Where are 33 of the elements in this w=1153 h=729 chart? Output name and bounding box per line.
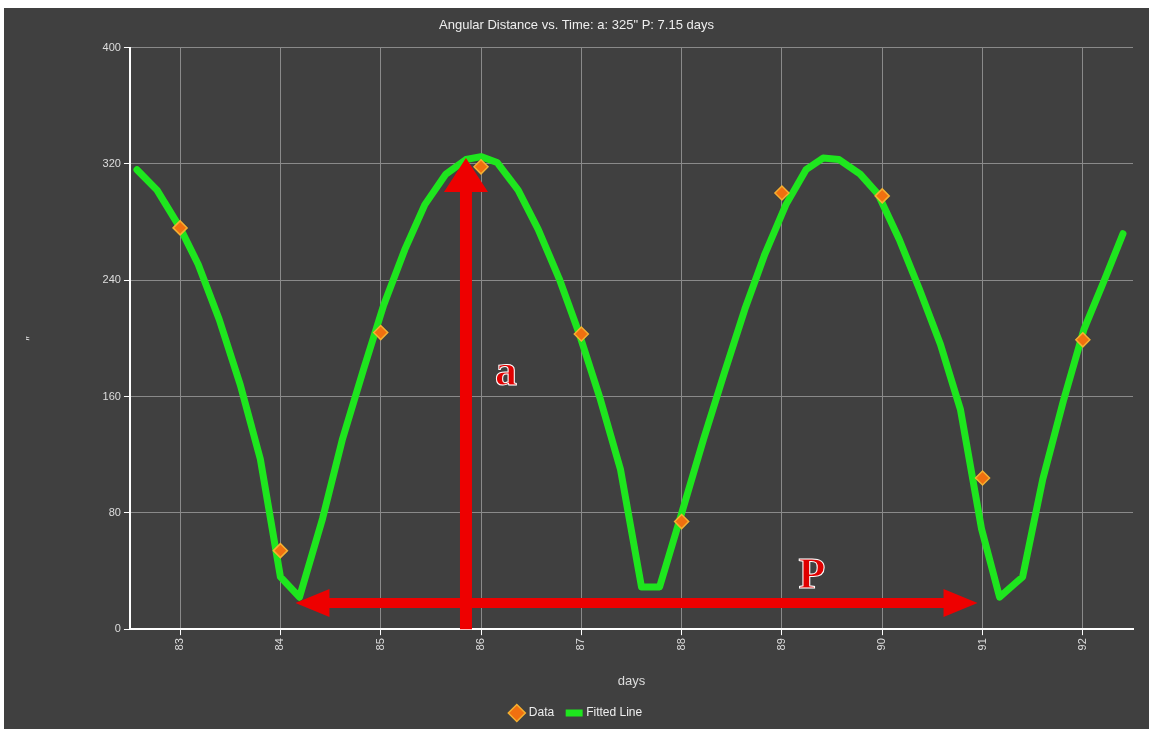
x-tick-label: 85 [373,638,386,651]
point [172,220,188,236]
x-tick-label: 84 [273,638,286,651]
point [974,470,991,486]
x-axis-title: days [617,672,646,688]
y-axis-title: ″ [23,335,39,341]
x-tick-label: 89 [774,638,787,651]
point [272,542,289,559]
point [573,326,590,342]
x-tick-label: 83 [173,638,186,651]
point [372,324,389,341]
point [1075,332,1091,348]
legend-label: Fitted Line [586,705,643,720]
x-tick-label: 92 [1075,638,1088,651]
y-tick-label: 80 [108,505,121,518]
y-tick-label: 320 [102,156,121,169]
point [774,185,790,201]
y-tick-label: 240 [102,273,121,286]
x-tick-label: 88 [674,638,687,651]
point [874,188,890,204]
x-tick-label: 87 [574,638,587,651]
y-tick-label: 0 [114,622,121,635]
annotation: a [495,345,518,395]
point [673,513,690,530]
x-tick-label: 86 [474,638,487,651]
x-tick-label: 90 [875,638,888,651]
y-tick-label: 400 [102,40,121,53]
y-tick-label: 160 [102,389,121,402]
annotation: P [798,549,826,599]
chart-title: Angular Distance vs. Time: a: 325" P: 7.15 days [439,17,715,33]
point [473,159,489,175]
x-tick-label: 91 [975,638,988,651]
legend-label: Data [528,705,555,720]
